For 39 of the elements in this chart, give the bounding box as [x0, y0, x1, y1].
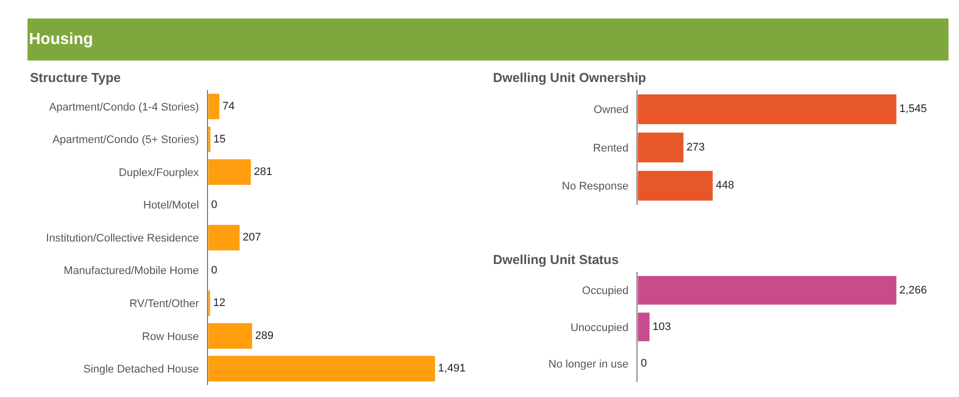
- data-label: 0: [640, 358, 647, 370]
- data-label: 0: [211, 198, 218, 211]
- text: Housing: [29, 31, 93, 48]
- y-tick-label: Rented: [593, 142, 629, 154]
- data-label: 273: [686, 141, 705, 154]
- y-tick-label: Owned: [594, 104, 629, 116]
- y-tick-label: Single Detached House: [83, 364, 199, 376]
- data-label: 448: [716, 180, 734, 192]
- y-tick-label: Row House: [142, 330, 199, 343]
- chart-title: Dwelling Unit Ownership: [493, 70, 646, 85]
- y-tick-label: Duplex/Fourplex: [118, 166, 200, 179]
- bar: [208, 94, 220, 120]
- data-label: 103: [652, 320, 671, 333]
- data-label: 1,491: [438, 362, 466, 375]
- y-tick-label: Hotel/Motel: [143, 200, 199, 212]
- data-label: 1,545: [899, 103, 927, 116]
- data-label: 74: [222, 100, 235, 113]
- y-tick-label: Unoccupied: [570, 322, 629, 334]
- data-label: 281: [254, 166, 272, 178]
- y-tick-label: Apartment/Condo (1-4 Stories): [49, 101, 199, 114]
- y-tick-label: Occupied: [582, 285, 629, 298]
- bar: [208, 159, 251, 185]
- y-tick-label: No Response: [562, 180, 629, 193]
- data-label: 2,266: [899, 284, 927, 296]
- y-tick-label: No longer in use: [548, 358, 629, 370]
- data-label: 12: [213, 297, 226, 310]
- y-tick-label: Institution/Collective Residence: [46, 232, 199, 244]
- y-tick-label: Manufactured/Mobile Home: [64, 265, 199, 278]
- chart-title: Dwelling Unit Status: [493, 252, 619, 267]
- text: Structure Type: [30, 70, 121, 85]
- bar: [208, 356, 436, 382]
- y-tick-label: RV/Tent/Other: [129, 298, 200, 310]
- data-label: 0: [211, 264, 218, 276]
- data-label: 15: [213, 133, 226, 146]
- bar: [208, 224, 240, 250]
- data-label: 289: [255, 330, 274, 342]
- bar: [208, 323, 252, 349]
- y-tick-label: Apartment/Condo (5+ Stories): [52, 134, 199, 146]
- data-label: 207: [242, 232, 261, 244]
